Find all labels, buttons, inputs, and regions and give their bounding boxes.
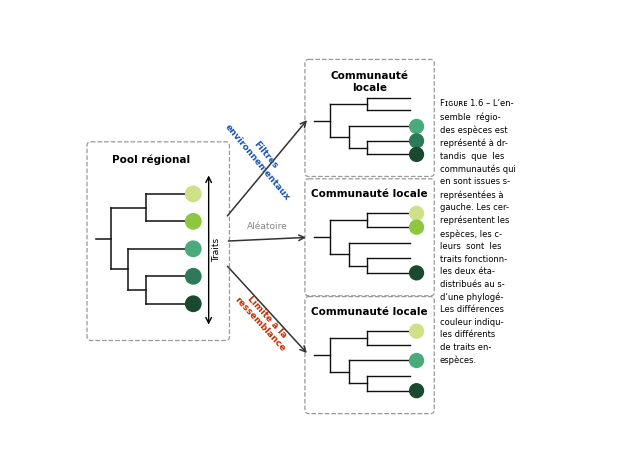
FancyBboxPatch shape bbox=[305, 60, 434, 177]
Circle shape bbox=[410, 354, 424, 367]
Circle shape bbox=[185, 268, 201, 284]
Circle shape bbox=[185, 241, 201, 257]
Text: Filtres
environnementaux: Filtres environnementaux bbox=[223, 116, 299, 202]
FancyBboxPatch shape bbox=[87, 142, 230, 340]
Circle shape bbox=[410, 119, 424, 133]
Circle shape bbox=[410, 148, 424, 161]
Text: Aléatoire: Aléatoire bbox=[247, 222, 287, 231]
Circle shape bbox=[185, 214, 201, 229]
Text: Communauté locale: Communauté locale bbox=[311, 307, 428, 317]
FancyBboxPatch shape bbox=[305, 297, 434, 414]
FancyBboxPatch shape bbox=[305, 179, 434, 296]
Circle shape bbox=[410, 384, 424, 397]
Text: Traits: Traits bbox=[213, 238, 221, 262]
Circle shape bbox=[410, 324, 424, 338]
Circle shape bbox=[185, 296, 201, 311]
Circle shape bbox=[410, 266, 424, 280]
Text: Fɪɢᴜʀᴇ 1.6 – L’en-
semble  régio-
des espèces est
représenté à dr-
tandis  que  : Fɪɢᴜʀᴇ 1.6 – L’en- semble régio- des esp… bbox=[440, 99, 516, 365]
Text: Pool régional: Pool régional bbox=[113, 155, 190, 165]
Circle shape bbox=[410, 134, 424, 148]
Text: Limite à la
ressemblance: Limite à la ressemblance bbox=[233, 288, 294, 353]
Text: Communauté
locale: Communauté locale bbox=[331, 71, 409, 92]
Circle shape bbox=[410, 220, 424, 234]
Text: Communauté locale: Communauté locale bbox=[311, 189, 428, 199]
Circle shape bbox=[410, 207, 424, 220]
Circle shape bbox=[185, 186, 201, 201]
